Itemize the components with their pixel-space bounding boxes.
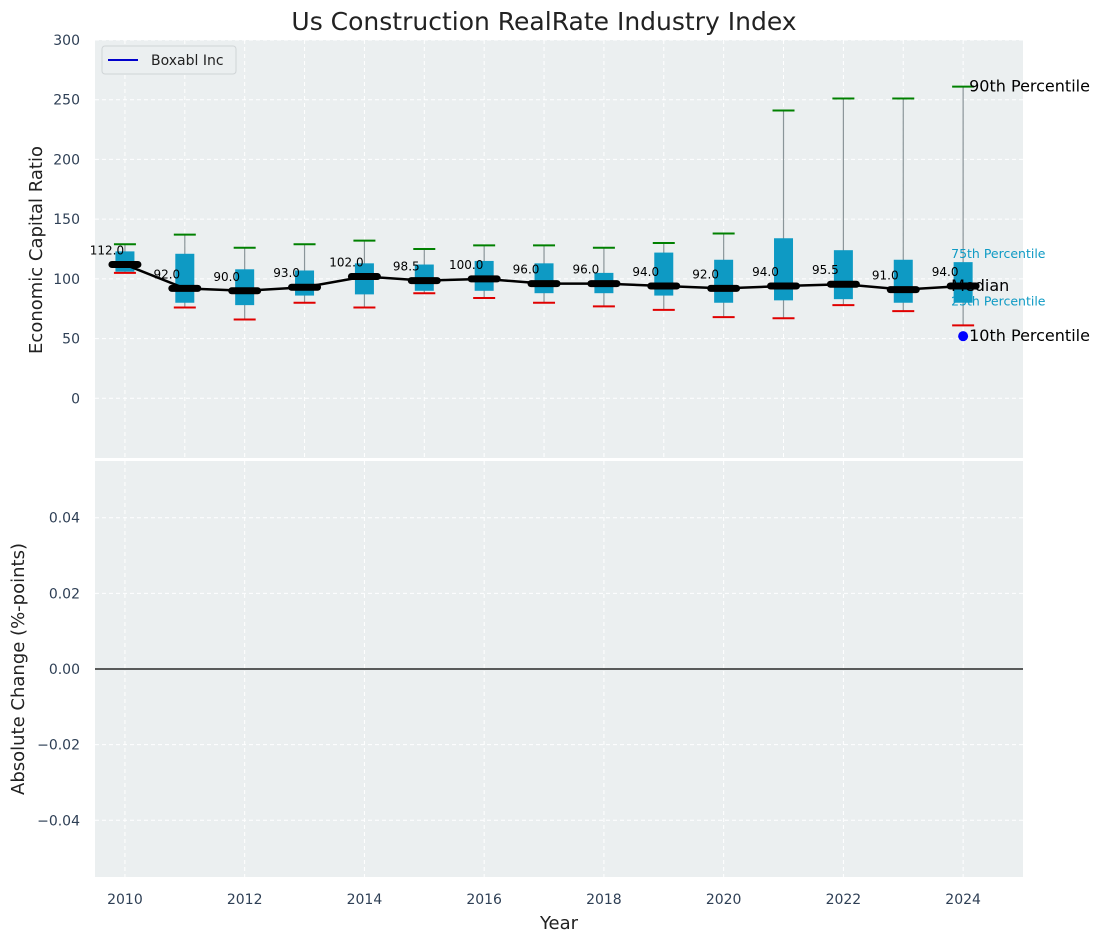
median-data-label: 92.0 — [153, 267, 180, 281]
chart-title: Us Construction RealRate Industry Index — [291, 7, 796, 36]
median-data-label: 90.0 — [213, 270, 240, 284]
annotation-median: Median — [951, 276, 1009, 295]
median-data-label: 96.0 — [513, 263, 540, 277]
legend: Boxabl Inc — [101, 45, 237, 75]
median-data-label: 92.0 — [692, 267, 719, 281]
median-data-label: 94.0 — [932, 265, 959, 279]
top-y-tick-label: 300 — [53, 33, 80, 49]
x-tick-label: 2016 — [466, 892, 502, 908]
bottom-grid — [95, 461, 1023, 877]
legend-entry-label: Boxabl Inc — [151, 53, 224, 69]
x-tick-label: 2012 — [227, 892, 263, 908]
x-tick-label: 2014 — [347, 892, 383, 908]
top-grid — [95, 39, 1023, 458]
company-point — [958, 331, 969, 342]
top-marks: 112.0 92.0 90.0 93.0 102.0 98.5 100.0 96.0 96.0 9… — [90, 77, 1090, 346]
bottom-y-tick-label: 0.04 — [49, 511, 80, 527]
median-data-label: 94.0 — [752, 265, 779, 279]
top-y-tick-label: 200 — [53, 152, 80, 168]
median-data-label: 91.0 — [872, 269, 899, 283]
bottom-panel: 0.040.020.00−0.02−0.04 2010 2012 2014 2016 2… — [8, 461, 1023, 934]
median-data-label: 96.0 — [573, 263, 600, 277]
top-panel: 300 250 200 150 100 50 0 112.0 92.0 90.0 93.0 102.… — [26, 7, 1090, 458]
top-y-ticks: 300 250 200 150 100 50 0 — [53, 33, 80, 407]
top-y-tick-label: 0 — [71, 391, 80, 407]
bottom-y-tick-label: −0.04 — [37, 813, 80, 829]
x-tick-label: 2022 — [826, 892, 862, 908]
iqr-box — [953, 262, 973, 303]
top-y-tick-label: 100 — [53, 272, 80, 288]
legend-box — [101, 45, 237, 75]
median-data-label: 94.0 — [632, 265, 659, 279]
median-data-label: 95.5 — [812, 263, 839, 277]
annotation-25th-percentile: 25th Percentile — [951, 294, 1046, 309]
top-y-tick-label: 150 — [53, 212, 80, 228]
x-tick-label: 2010 — [107, 892, 143, 908]
annotation-90th-percentile: 90th Percentile — [969, 77, 1090, 96]
x-tick-label: 2020 — [706, 892, 742, 908]
bottom-y-ticks: 0.04 0.02 0.00 −0.02 −0.04 — [37, 511, 80, 830]
x-axis-label: Year — [539, 913, 579, 934]
bottom-y-tick-label: −0.02 — [37, 738, 80, 754]
x-tick-label: 2018 — [586, 892, 622, 908]
annotation-75th-percentile: 75th Percentile — [951, 246, 1046, 261]
bottom-y-tick-label: 0.00 — [49, 662, 80, 678]
top-panel-background — [95, 40, 1023, 458]
top-y-axis-label: Economic Capital Ratio — [26, 146, 47, 354]
iqr-box — [714, 259, 734, 303]
bottom-y-axis-label: Absolute Change (%-points) — [8, 543, 29, 795]
median-data-label: 112.0 — [90, 244, 124, 258]
bottom-y-tick-label: 0.02 — [49, 586, 80, 602]
median-data-label: 102.0 — [329, 255, 363, 269]
annotation-10th-percentile: 10th Percentile — [969, 326, 1090, 345]
top-y-tick-label: 50 — [62, 332, 80, 348]
x-tick-label: 2024 — [945, 892, 981, 908]
median-data-label: 93.0 — [273, 266, 300, 280]
median-data-label: 100.0 — [449, 258, 483, 272]
median-data-label: 98.5 — [393, 260, 420, 274]
top-y-tick-label: 250 — [53, 93, 80, 109]
bottom-x-ticks: 2010 2012 2014 2016 2018 2020 2022 2024 — [107, 892, 981, 908]
iqr-box — [235, 269, 255, 306]
